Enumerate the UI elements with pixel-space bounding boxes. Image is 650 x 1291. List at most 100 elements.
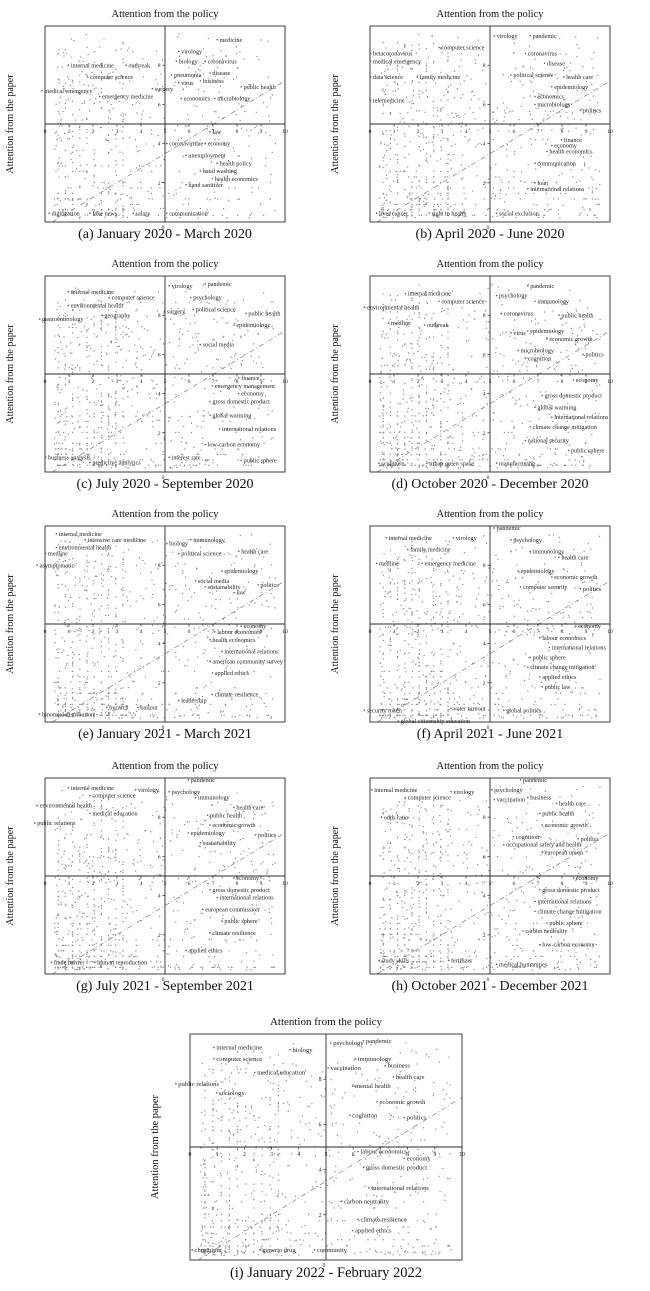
keyword-label: health care <box>396 1074 425 1081</box>
keyword-label: economy <box>241 391 265 398</box>
keyword-label: digitization <box>52 210 80 217</box>
keyword-label: leadership <box>181 698 206 705</box>
keyword-label: public relations <box>178 1081 219 1088</box>
keyword-label: economy <box>576 875 600 882</box>
svg-text:9: 9 <box>260 129 263 135</box>
svg-text:0: 0 <box>369 129 372 135</box>
keyword-label: economy <box>236 875 260 882</box>
subplot-f: Attention from the policy Attention from … <box>325 500 650 750</box>
chart-title: Attention from the policy <box>111 259 219 270</box>
svg-text:4: 4 <box>483 142 486 148</box>
keyword-label: global politics <box>506 707 542 714</box>
keyword-label: internal medicine <box>71 289 114 296</box>
keyword-label: medline <box>391 320 411 327</box>
keyword-label: business <box>203 78 225 85</box>
keyword-label: international relations <box>371 1185 429 1192</box>
svg-text:9: 9 <box>260 379 263 385</box>
x-tick-labels: 0 1 2 3 4 5 6 7 8 9 10 <box>44 374 288 385</box>
keyword-labels: pandemic internal medicine virology psychol… <box>371 777 602 968</box>
keyword-label: mental health <box>355 1083 391 1090</box>
keyword-label: voter turnout <box>453 705 485 712</box>
svg-text:0: 0 <box>44 629 47 635</box>
svg-text:0: 0 <box>487 225 490 231</box>
keyword-label: epidemiology <box>554 84 589 91</box>
keyword-label: carbon neutrality <box>344 1198 390 1205</box>
keyword-label: odds ratio <box>384 814 409 821</box>
keyword-label: computer science <box>112 295 155 302</box>
keyword-label: gross domestic product <box>545 393 603 400</box>
keyword-label: public relations <box>37 820 76 827</box>
keyword-label: family medicine <box>420 74 461 81</box>
keyword-label: politics <box>260 582 279 589</box>
keyword-label: sustainability <box>208 584 242 591</box>
keyword-label: health policy <box>220 160 253 167</box>
svg-text:4: 4 <box>140 629 143 635</box>
keyword-label: social media <box>198 578 229 585</box>
keyword-label: politics <box>258 832 277 839</box>
keyword-label: gross domestic product <box>542 887 600 894</box>
svg-text:7: 7 <box>212 379 215 385</box>
svg-text:2: 2 <box>158 681 161 687</box>
keyword-label: emergency medicine <box>425 560 477 567</box>
keyword-label: gross domestic product <box>366 1164 427 1171</box>
svg-text:8: 8 <box>158 563 161 569</box>
svg-text:8: 8 <box>158 63 161 69</box>
svg-text:0: 0 <box>162 225 165 231</box>
subplot-caption: (c) July 2020 - September 2020 <box>77 477 254 492</box>
keyword-label: biology <box>292 1047 313 1054</box>
keyword-label: fake news <box>92 210 118 217</box>
keyword-label: virus <box>513 330 526 337</box>
keyword-label: pandemic <box>523 777 547 784</box>
keyword-label: coronavirus <box>528 51 558 58</box>
keyword-label: sculpture <box>381 460 404 467</box>
keyword-label: virology <box>138 787 160 794</box>
svg-text:10: 10 <box>282 129 288 135</box>
keyword-label: economic growth <box>549 336 593 343</box>
keyword-label: applied ethics <box>188 948 223 955</box>
keyword-label: social media <box>203 342 234 349</box>
subplot-e: Attention from the policy Attention from … <box>0 500 325 750</box>
svg-text:2: 2 <box>158 431 161 437</box>
svg-text:4: 4 <box>158 142 161 148</box>
keyword-label: public sphere <box>533 654 566 661</box>
keyword-label: medical humanities <box>499 961 548 968</box>
keyword-label: public health <box>561 312 594 319</box>
svg-text:2: 2 <box>483 181 486 187</box>
keyword-label: health care <box>241 549 268 556</box>
keyword-label: climate change mitigation <box>537 908 601 915</box>
keyword-label: health economics <box>212 637 256 644</box>
keyword-label: computer science <box>90 74 133 81</box>
keyword-label: telemedicine <box>373 98 405 105</box>
keyword-label: global warming <box>212 412 251 419</box>
svg-text:4: 4 <box>140 129 143 135</box>
svg-text:6: 6 <box>158 102 161 108</box>
keyword-label: outbreak <box>427 322 450 329</box>
keyword-label: psychology <box>172 789 201 796</box>
keyword-label: pandemic <box>208 281 232 288</box>
keyword-label: labour economics <box>542 635 586 642</box>
svg-text:6: 6 <box>188 629 191 635</box>
svg-text:5: 5 <box>489 129 492 135</box>
keyword-label: gross domestic product <box>212 399 270 406</box>
keyword-label: economic growth <box>545 822 589 829</box>
keyword-label: binomial distribution <box>42 711 94 718</box>
keyword-label: epidemiology <box>191 830 226 837</box>
keyword-label: economy <box>554 143 578 150</box>
keyword-label: pandemic <box>533 33 557 40</box>
keyword-label: epidemiology <box>530 328 565 335</box>
keyword-label: geography <box>104 312 131 319</box>
x-tick-labels: 0 1 2 3 4 5 6 7 8 9 10 <box>44 124 288 135</box>
svg-text:10: 10 <box>607 129 613 135</box>
keyword-label: climate change mitigation <box>533 424 597 431</box>
keyword-label: medical emergency <box>44 88 93 95</box>
subplot-c: Attention from the policy Attention from … <box>0 250 325 500</box>
keyword-label: communication <box>537 160 576 167</box>
subplot-caption: (e) January 2021 - March 2021 <box>78 727 252 742</box>
y-axis-label: Attention from the paper <box>330 574 341 674</box>
svg-text:1: 1 <box>393 379 396 385</box>
keyword-label: study skills <box>381 957 410 964</box>
keyword-label: business <box>530 795 552 802</box>
chart-title: Attention from the policy <box>111 761 219 772</box>
